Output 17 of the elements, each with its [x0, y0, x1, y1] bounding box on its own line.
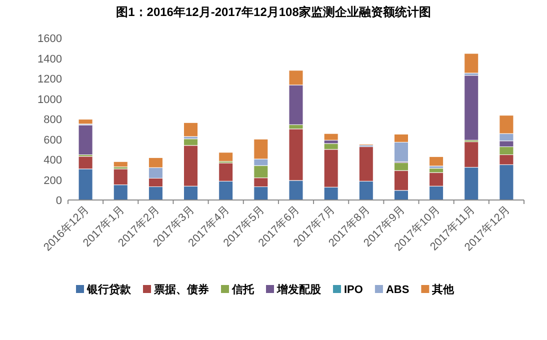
y-tick-label: 1400	[38, 53, 62, 66]
legend-label: ABS	[386, 284, 410, 296]
y-tick-label: 1600	[38, 33, 62, 45]
y-tick-label: 1000	[38, 94, 62, 106]
legend-label: 银行贷款	[86, 283, 132, 296]
legend-label: 票据、债券	[153, 283, 210, 296]
y-tick-label: 600	[44, 134, 62, 146]
y-tick-label: 400	[44, 154, 62, 166]
y-tick-label: 200	[44, 174, 62, 187]
legend-label: IPO	[344, 284, 364, 296]
legend-label: 增发配股	[276, 283, 322, 296]
chart-title: 图1：2016年12月-2017年12月108家监测企业融资额统计图	[116, 5, 431, 19]
y-tick-label: 800	[44, 114, 62, 126]
y-tick-label: 0	[56, 195, 62, 207]
y-tick-label: 1200	[38, 74, 62, 86]
legend-label: 信托	[231, 283, 255, 296]
legend-label: 其他	[431, 283, 456, 296]
